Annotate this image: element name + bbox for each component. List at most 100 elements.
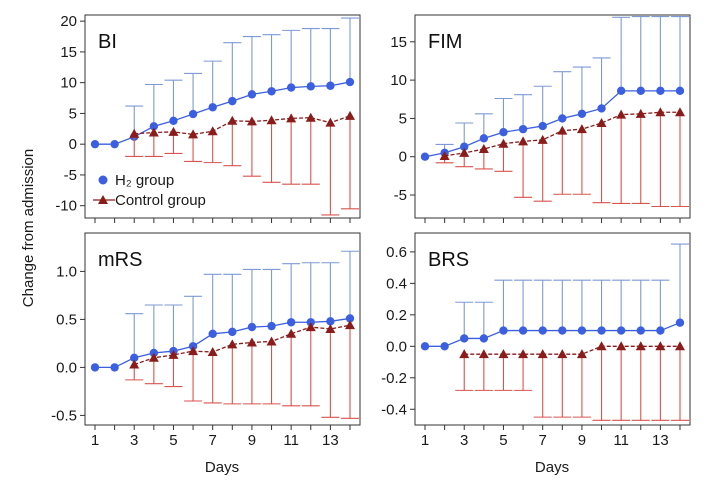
y-axis-title: Change from admission — [20, 149, 37, 307]
panel-fim: FIM -5 0 5 10 15 — [390, 14, 691, 223]
x-tick-label: 7 — [209, 432, 217, 449]
data-point-h2 — [636, 326, 645, 335]
data-point-control — [188, 129, 199, 139]
data-point-h2 — [267, 87, 276, 96]
y-tick-label: -0.4 — [381, 401, 407, 418]
series-line — [464, 345, 680, 355]
data-point-h2 — [675, 318, 685, 327]
data-point-h2 — [247, 90, 257, 99]
legend-marker-control — [98, 195, 108, 204]
data-point-h2 — [558, 114, 567, 123]
panel-title: FIM — [428, 31, 462, 53]
data-point-h2 — [90, 139, 100, 149]
y-tick-label: 20 — [60, 13, 77, 30]
panel-frame — [84, 232, 361, 426]
data-point-h2 — [538, 326, 547, 335]
series-h2 — [90, 17, 359, 149]
x-tick-label: 9 — [578, 432, 586, 449]
data-point-control — [635, 341, 646, 351]
data-point-h2 — [597, 104, 606, 113]
data-point-h2 — [656, 326, 665, 335]
data-point-h2 — [616, 326, 626, 335]
data-point-h2 — [675, 86, 685, 96]
data-point-h2 — [597, 326, 606, 335]
data-point-h2 — [460, 334, 469, 343]
data-point-control — [537, 349, 548, 359]
x-tick-label: 1 — [421, 432, 429, 449]
data-point-control — [675, 107, 685, 117]
data-point-control — [246, 337, 257, 347]
y-tick-label: 15 — [60, 44, 77, 61]
data-point-control — [345, 110, 355, 120]
data-point-control — [616, 109, 627, 119]
data-point-control — [227, 339, 238, 349]
data-point-control — [129, 128, 140, 138]
data-point-h2 — [169, 116, 178, 126]
data-point-h2 — [440, 342, 449, 351]
data-point-h2 — [345, 314, 355, 323]
y-tick-label: 10 — [390, 72, 407, 89]
data-point-control — [537, 134, 548, 144]
panel-frame — [414, 14, 691, 219]
data-point-control — [286, 328, 297, 338]
panel-title: BI — [98, 31, 117, 53]
series-h2 — [420, 243, 689, 351]
legend: H₂ group Control group — [93, 172, 206, 209]
data-point-h2 — [228, 327, 237, 337]
x-tick-label: 9 — [248, 432, 256, 449]
x-tick-label: 13 — [322, 432, 339, 449]
data-point-control — [188, 346, 199, 356]
data-point-control — [305, 112, 316, 122]
x-axis-title-left: Days — [205, 459, 239, 476]
x-tick-label: 3 — [460, 432, 468, 449]
y-tick-label: -5 — [64, 167, 77, 184]
y-tick-label: 0.6 — [386, 244, 407, 261]
y-tick-label: 15 — [390, 34, 407, 51]
data-point-control — [266, 115, 277, 125]
data-point-h2 — [326, 317, 335, 326]
y-tick-label: 0 — [399, 149, 407, 166]
data-point-control — [675, 341, 685, 351]
legend-label-h2: H₂ group — [115, 172, 174, 189]
data-point-control — [557, 349, 568, 359]
y-tick-label: 10 — [60, 75, 77, 92]
data-point-h2 — [420, 152, 430, 161]
legend-marker-h2 — [98, 175, 108, 185]
data-point-control — [478, 144, 489, 154]
y-tick-label: 0.4 — [386, 275, 407, 292]
data-point-h2 — [208, 329, 217, 338]
panel-mrs: mRS-0.50.00.51.01 3 5 7 9 11 13 — [51, 232, 361, 449]
x-tick-label: 5 — [169, 432, 177, 449]
data-point-control — [439, 150, 450, 160]
data-point-h2 — [228, 96, 237, 106]
data-point-control — [557, 125, 568, 135]
y-tick-label: -0.2 — [381, 370, 407, 387]
data-point-control — [266, 336, 277, 346]
data-point-h2 — [518, 124, 528, 134]
series-control — [125, 110, 359, 216]
panel-title: BRS — [428, 249, 469, 271]
y-tick-label: 0.5 — [56, 311, 77, 328]
data-point-h2 — [499, 326, 508, 335]
data-point-h2 — [499, 128, 508, 137]
data-point-h2 — [636, 86, 645, 96]
data-point-h2 — [656, 86, 665, 96]
data-point-h2 — [479, 334, 489, 343]
data-point-h2 — [460, 142, 469, 151]
data-point-control — [207, 126, 218, 136]
y-tick-label: 5 — [69, 105, 77, 122]
data-point-control — [576, 349, 587, 359]
x-tick-label: 11 — [613, 432, 629, 449]
data-point-control — [576, 124, 587, 134]
data-point-control — [518, 349, 529, 359]
data-point-control — [325, 117, 336, 127]
data-point-h2 — [90, 363, 100, 372]
data-point-control — [168, 349, 179, 359]
data-point-control — [345, 320, 355, 330]
data-point-h2 — [286, 318, 296, 327]
panel-title: mRS — [98, 249, 142, 271]
data-point-h2 — [345, 77, 355, 87]
data-point-control — [325, 324, 336, 333]
panel-frame — [414, 232, 691, 426]
